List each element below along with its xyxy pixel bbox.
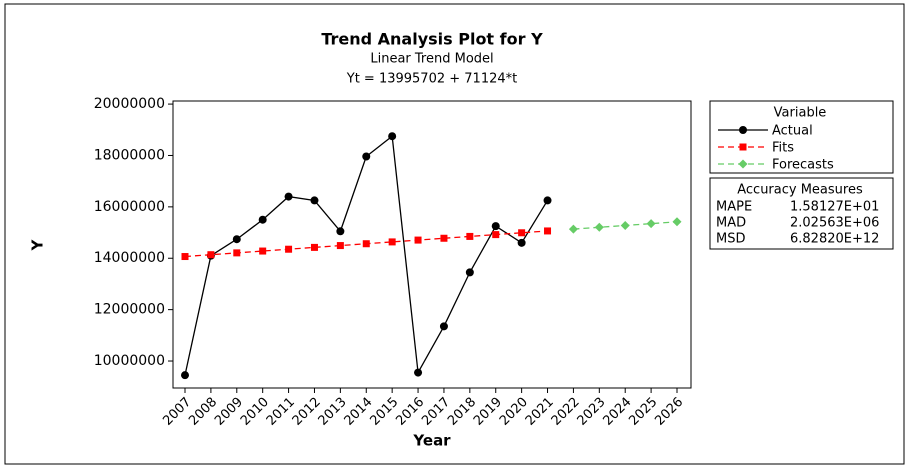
marker (259, 247, 267, 255)
marker (620, 220, 630, 230)
marker (568, 224, 578, 234)
marker (739, 126, 747, 134)
marker (738, 159, 748, 169)
marker (594, 222, 604, 232)
marker (181, 253, 189, 261)
marker (232, 235, 241, 244)
y-axis-label: Y (29, 238, 47, 251)
marker (491, 222, 500, 231)
marker (517, 238, 526, 247)
marker (310, 243, 318, 251)
legend-label: Fits (772, 141, 794, 156)
marker (362, 240, 370, 248)
marker (465, 268, 474, 277)
marker (336, 242, 344, 250)
marker (258, 215, 267, 224)
accuracy-label: MAD (716, 216, 746, 231)
plot-area (172, 100, 692, 389)
marker (285, 245, 293, 253)
subtitle: Linear Trend Model (370, 52, 493, 67)
marker (414, 368, 423, 377)
accuracy-box (709, 177, 894, 250)
x-axis-label: Year (412, 432, 451, 450)
marker (362, 152, 371, 161)
marker (672, 217, 682, 227)
marker (544, 227, 552, 235)
legend-label: Actual (772, 124, 813, 139)
legend (709, 100, 894, 174)
legend-label: Forecasts (772, 158, 834, 173)
marker (181, 371, 189, 380)
accuracy-label: MSD (716, 232, 745, 247)
marker (284, 192, 293, 201)
marker (336, 227, 345, 236)
marker (739, 143, 747, 151)
y-tick-label: 14000000 (94, 250, 165, 266)
equation: Yt = 13995702 + 71124*t (346, 72, 517, 87)
marker (466, 232, 474, 240)
accuracy-value: 6.82820E+12 (790, 232, 879, 247)
marker (388, 132, 397, 141)
marker (233, 249, 241, 257)
accuracy-label: MAPE (716, 200, 752, 215)
marker (543, 196, 552, 205)
marker (646, 219, 656, 229)
y-tick-label: 18000000 (94, 147, 165, 163)
marker (518, 229, 526, 237)
marker (310, 196, 319, 205)
y-tick-label: 12000000 (94, 302, 165, 318)
y-tick-label: 20000000 (94, 96, 165, 112)
y-tick-label: 16000000 (94, 199, 165, 215)
marker (207, 251, 215, 259)
marker (440, 234, 448, 242)
y-tick-label: 10000000 (94, 353, 165, 369)
accuracy-value: 1.58127E+01 (790, 200, 879, 215)
marker (388, 238, 396, 246)
legend-title: Variable (774, 106, 827, 121)
marker (439, 322, 448, 331)
marker (492, 231, 500, 239)
marker (414, 236, 422, 244)
chart-title: Trend Analysis Plot for Y (321, 30, 543, 49)
accuracy-value: 2.02563E+06 (790, 216, 879, 231)
accuracy-title: Accuracy Measures (737, 183, 863, 198)
